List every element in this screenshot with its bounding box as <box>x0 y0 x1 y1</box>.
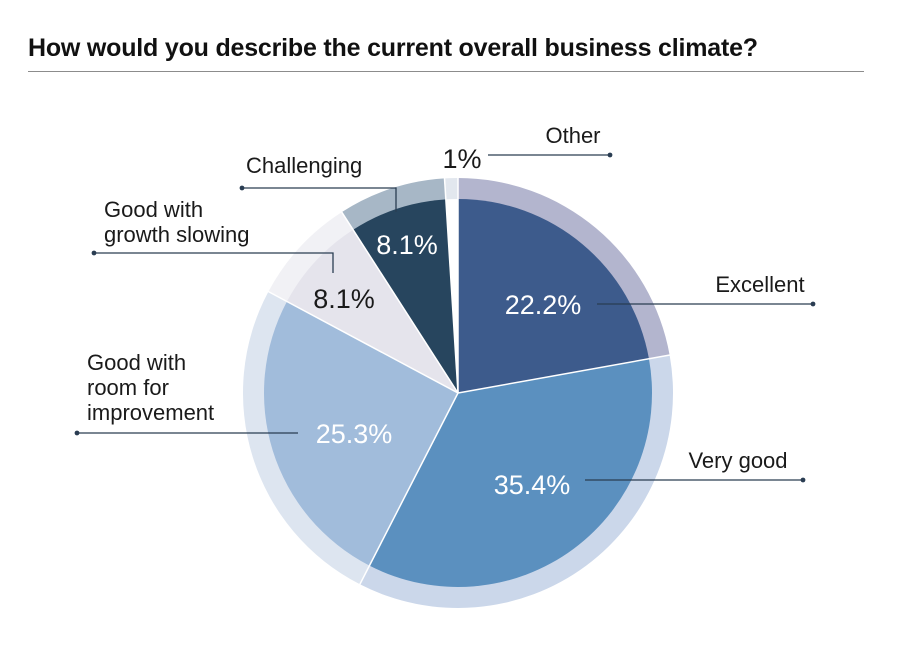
rim-challenging <box>341 178 446 232</box>
category-label-line: Challenging <box>246 153 362 178</box>
slice-very-good <box>369 358 653 587</box>
slice-separator <box>267 290 459 394</box>
rim-other <box>444 178 458 202</box>
leader-dot-excellent <box>810 301 816 307</box>
chart-title: How would you describe the current overa… <box>28 34 758 62</box>
data-label-excellent: 22.2% <box>505 290 582 320</box>
category-label-good-with-growth-slowing: Good with growth slowing <box>104 197 250 247</box>
category-label-line: Good with <box>104 197 203 222</box>
leader-dot-good-with-room-for-improvement <box>74 430 80 436</box>
category-label-line: improvement <box>87 400 214 425</box>
title-divider <box>28 71 864 72</box>
rim-very-good <box>359 355 673 608</box>
slice-excellent <box>458 199 649 393</box>
data-label-very-good: 35.4% <box>494 470 571 500</box>
slice-challenging <box>353 199 458 393</box>
slice-good-with-growth-slowing <box>286 229 458 393</box>
leader-dot-very-good <box>800 477 806 483</box>
leader-dot-challenging <box>239 185 245 191</box>
category-label-line: Other <box>545 123 600 148</box>
category-label-very-good: Very good <box>688 448 787 473</box>
rim-excellent <box>458 178 670 360</box>
slice-separator <box>443 177 459 394</box>
slice-separator <box>358 392 459 586</box>
category-label-challenging: Challenging <box>246 153 362 178</box>
category-label-other: Other <box>545 123 600 148</box>
category-label-line: room for <box>87 375 169 400</box>
leader-dot-good-with-growth-slowing <box>91 250 97 256</box>
data-label-good-with-room-for-improvement: 25.3% <box>316 419 393 449</box>
category-label-line: Good with <box>87 350 186 375</box>
data-label-good-with-growth-slowing: 8.1% <box>313 284 375 314</box>
leader-dot-other <box>607 152 613 158</box>
slice-separator <box>457 354 671 394</box>
data-label-challenging: 8.1% <box>376 230 438 260</box>
data-label-other: 1% <box>442 144 481 174</box>
category-label-excellent: Excellent <box>715 272 804 297</box>
leader-line-challenging <box>242 187 397 212</box>
leader-line-good-with-growth-slowing <box>94 252 334 273</box>
category-label-line: Excellent <box>715 272 804 297</box>
category-label-line: growth slowing <box>104 222 250 247</box>
category-label-good-with-room-for-improvement: Good with room for improvement <box>87 350 214 425</box>
category-label-line: Very good <box>688 448 787 473</box>
rim-good-with-growth-slowing <box>268 212 355 303</box>
rim-good-with-room-for-improvement <box>242 291 371 585</box>
slice-separator <box>340 210 459 394</box>
